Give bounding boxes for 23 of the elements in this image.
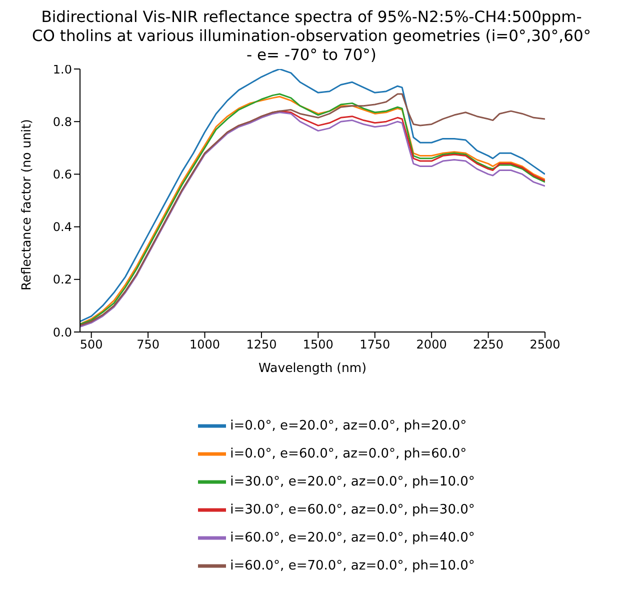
legend-label: i=60.0°, e=20.0°, az=0.0°, ph=40.0° [230,530,475,546]
x-tick-label: 1000 [189,338,220,352]
x-tick-label: 1500 [302,338,334,352]
y-tick-label: 0.6 [52,167,72,182]
legend-label: i=60.0°, e=70.0°, az=0.0°, ph=10.0° [230,558,475,574]
y-tick-label: 0.8 [52,114,72,129]
x-tick-label: 750 [136,338,160,352]
y-tick-label: 0.2 [52,272,72,287]
x-tick-label: 2250 [473,338,504,352]
y-tick-label: 0.4 [52,220,72,234]
legend-label: i=0.0°, e=20.0°, az=0.0°, ph=20.0° [230,418,467,434]
legend-label: i=30.0°, e=60.0°, az=0.0°, ph=30.0° [230,502,475,518]
y-tick-label: 0.0 [52,325,72,340]
x-tick-label: 500 [80,338,103,352]
legend-label: i=0.0°, e=60.0°, az=0.0°, ph=60.0° [230,446,467,462]
x-tick-label: 1750 [360,338,390,352]
y-axis-title: Reflectance factor (no unit) [18,119,34,290]
x-tick-label: 2500 [530,338,560,352]
x-tick-label: 1250 [246,338,277,352]
chart-title: Bidirectional Vis-NIR reflectance spectra of 95%-N2:5%-CH4:500ppm-CO tholins at various illumination-observation geometries (i=0°,30°,60° - e= -70° to 70°) [32,8,592,64]
x-tick-label: 2000 [416,338,447,352]
x-axis-title: Wavelength (nm) [258,360,366,375]
legend-label: i=30.0°, e=20.0°, az=0.0°, ph=10.0° [230,474,475,490]
